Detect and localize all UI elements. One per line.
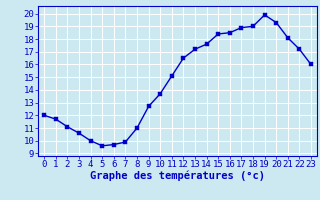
X-axis label: Graphe des températures (°c): Graphe des températures (°c): [90, 171, 265, 181]
